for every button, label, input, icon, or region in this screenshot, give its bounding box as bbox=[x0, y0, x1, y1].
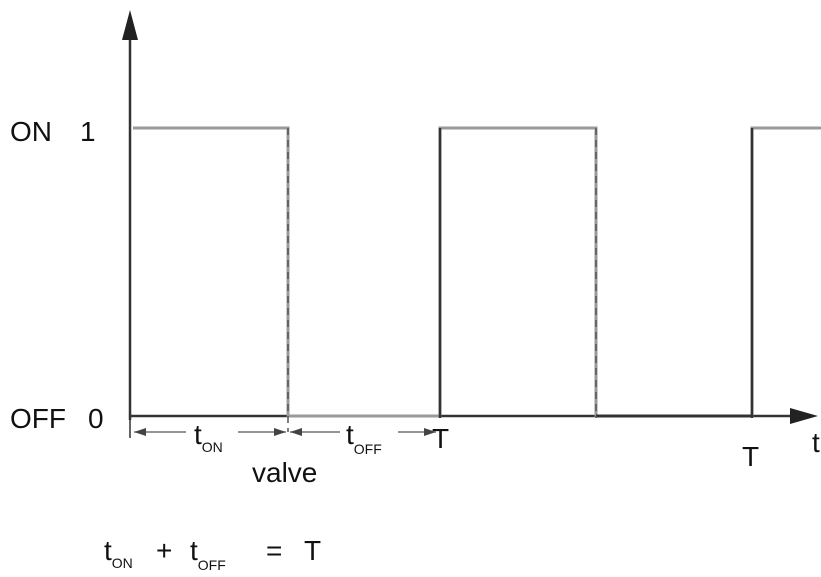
on-label: ON bbox=[10, 116, 52, 147]
formula-plus: + bbox=[156, 535, 172, 566]
pwm-signal bbox=[133, 128, 821, 416]
t-off-label: tOFF bbox=[346, 419, 382, 457]
formula-result: T bbox=[304, 535, 321, 566]
off-label: OFF bbox=[10, 403, 66, 434]
t-off-dimension bbox=[290, 428, 436, 436]
formula-t-on: tON bbox=[104, 535, 133, 571]
x-axis-arrowhead bbox=[790, 408, 818, 424]
x-axis-label: t bbox=[812, 427, 820, 458]
period-label-2: T bbox=[742, 441, 759, 472]
period-label-1: T bbox=[432, 423, 449, 454]
off-value: 0 bbox=[88, 403, 104, 434]
formula-equals: = bbox=[266, 535, 282, 566]
y-axis-arrowhead bbox=[122, 10, 138, 40]
formula-t-off: tOFF bbox=[190, 535, 226, 573]
period-formula: tON + tOFF = T bbox=[104, 535, 321, 573]
on-value: 1 bbox=[80, 116, 96, 147]
valve-label: valve bbox=[252, 457, 317, 488]
t-on-dimension bbox=[134, 428, 286, 436]
t-on-label: tON bbox=[194, 419, 223, 455]
